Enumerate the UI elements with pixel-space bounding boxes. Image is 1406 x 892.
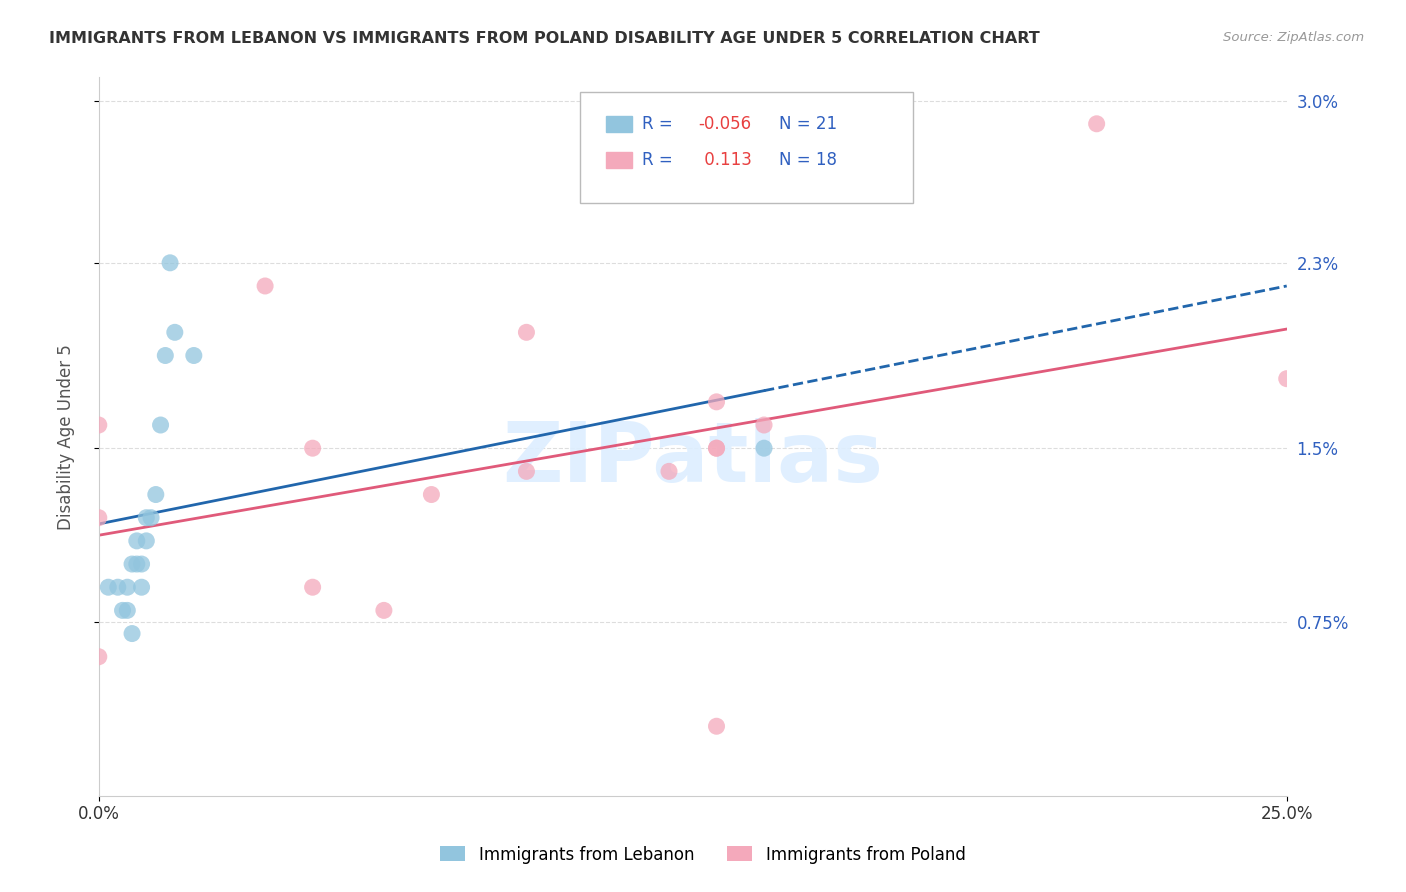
Point (254, 279, 277, 293)
FancyBboxPatch shape (579, 92, 912, 203)
Point (131, 580, 153, 594)
Point (145, 487, 167, 501)
Point (131, 557, 153, 571)
Point (373, 603, 395, 617)
Point (1085, 117, 1108, 131)
Point (149, 417, 172, 432)
Point (420, 487, 443, 501)
Text: N = 21: N = 21 (779, 115, 838, 133)
Point (125, 533, 148, 548)
Point (706, 394, 728, 409)
Point (1275, 372, 1298, 386)
FancyBboxPatch shape (606, 153, 633, 168)
Point (121, 557, 143, 571)
Point (87, 417, 110, 432)
Text: 0.113: 0.113 (699, 151, 752, 169)
Point (706, 719, 728, 733)
Point (87, 649, 110, 664)
Point (301, 580, 323, 594)
Legend: Immigrants from Lebanon, Immigrants from Poland: Immigrants from Lebanon, Immigrants from… (433, 839, 973, 871)
Point (125, 557, 148, 571)
Point (706, 441, 728, 455)
Point (183, 349, 205, 363)
Point (752, 417, 775, 432)
Point (301, 441, 323, 455)
Text: N = 18: N = 18 (779, 151, 838, 169)
Text: Source: ZipAtlas.com: Source: ZipAtlas.com (1223, 31, 1364, 45)
Text: R =: R = (641, 115, 678, 133)
Text: -0.056: -0.056 (699, 115, 752, 133)
Point (135, 533, 157, 548)
FancyBboxPatch shape (606, 116, 633, 132)
Point (515, 464, 537, 478)
Y-axis label: Disability Age Under 5: Disability Age Under 5 (58, 343, 75, 530)
Text: ZIPatlas: ZIPatlas (502, 417, 883, 499)
Point (515, 326, 537, 340)
Point (121, 626, 143, 640)
Point (87, 510, 110, 524)
Point (163, 326, 186, 340)
Point (706, 441, 728, 455)
Point (107, 580, 129, 594)
Point (117, 603, 139, 617)
Point (111, 603, 134, 617)
Point (139, 510, 162, 524)
Point (159, 256, 181, 270)
Text: R =: R = (641, 151, 678, 169)
Point (117, 580, 139, 594)
Point (155, 349, 177, 363)
Point (752, 441, 775, 455)
Point (658, 464, 681, 478)
Point (97, 580, 120, 594)
Text: IMMIGRANTS FROM LEBANON VS IMMIGRANTS FROM POLAND DISABILITY AGE UNDER 5 CORRELA: IMMIGRANTS FROM LEBANON VS IMMIGRANTS FR… (49, 31, 1040, 46)
Point (135, 510, 157, 524)
